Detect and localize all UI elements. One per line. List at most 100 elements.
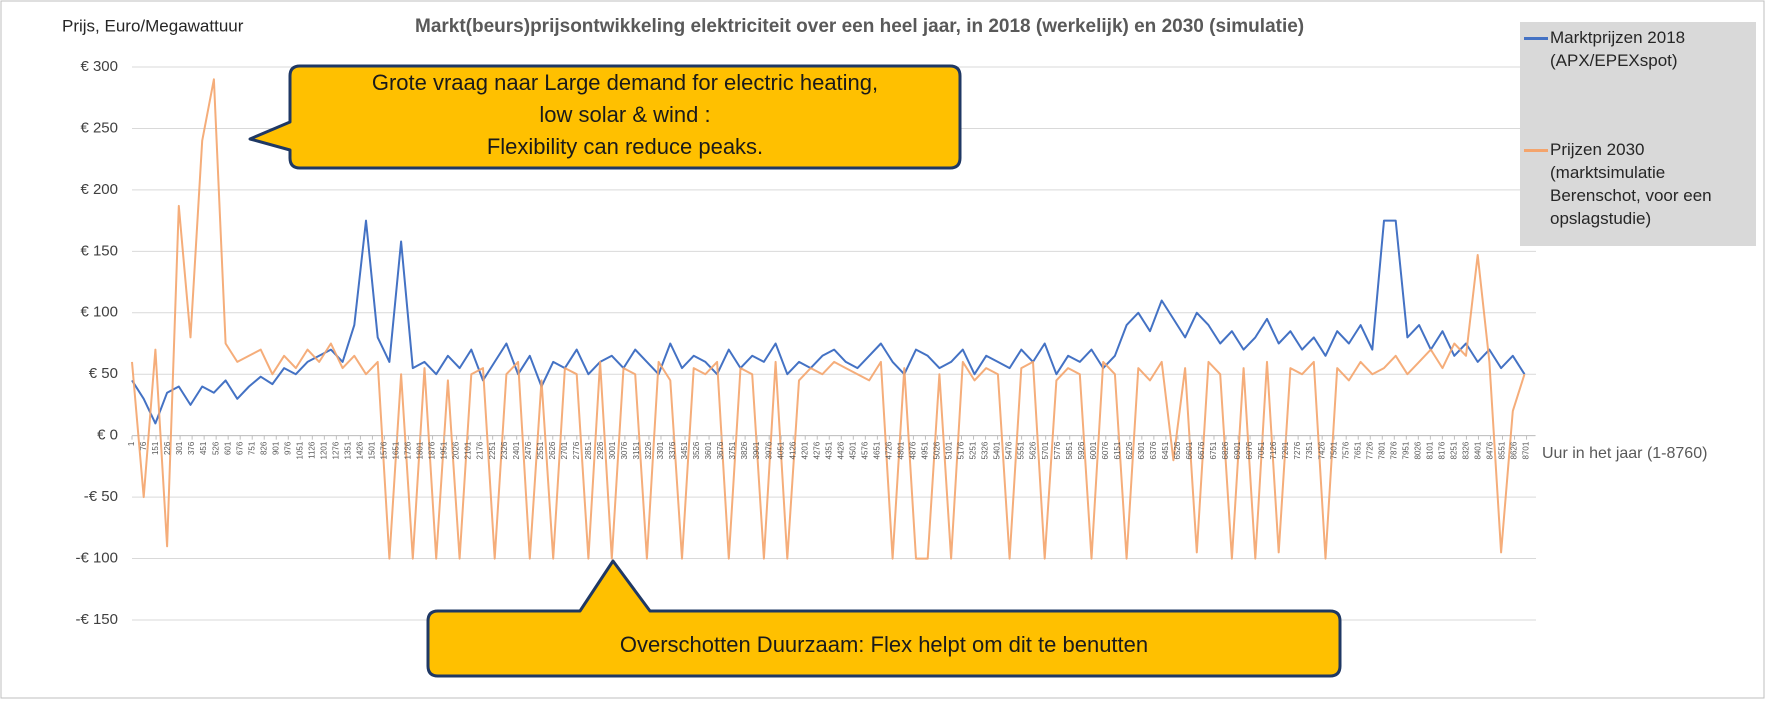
x-tick-label: 3976	[764, 441, 773, 459]
x-tick-label: 8176	[1437, 441, 1446, 459]
callout-text: Overschotten Duurzaam: Flex helpt om dit…	[620, 632, 1148, 657]
x-tick-label: 3151	[632, 441, 641, 459]
x-tick-label: 3826	[740, 441, 749, 459]
y-tick-label: € 100	[80, 304, 118, 321]
y-tick-label: -€ 150	[75, 611, 118, 628]
x-tick-label: 6151	[1113, 441, 1122, 459]
x-tick-label: 3601	[704, 441, 713, 459]
x-tick-label: 5476	[1005, 441, 1014, 459]
x-tick-label: 7201	[1281, 441, 1290, 459]
x-tick-label: 3376	[668, 441, 677, 459]
x-tick-label: 1501	[368, 441, 377, 459]
x-tick-label: 7126	[1269, 441, 1278, 459]
x-tick-label: 6976	[1245, 441, 1254, 459]
x-tick-label: 1726	[404, 441, 413, 459]
x-tick-label: 6601	[1185, 441, 1194, 459]
x-tick-label: 2926	[596, 441, 605, 459]
x-tick-label: 8626	[1510, 441, 1519, 459]
x-tick-label: 1876	[428, 441, 437, 459]
x-tick-label: 451	[199, 441, 208, 455]
x-tick-label: 7276	[1293, 441, 1302, 459]
y-tick-label: € 200	[80, 181, 118, 198]
x-tick-label: 8476	[1486, 441, 1495, 459]
x-tick-label: 4951	[921, 441, 930, 459]
callout-box	[426, 559, 1342, 678]
x-tick-label: 8401	[1474, 441, 1483, 459]
y-axis-label: Prijs, Euro/Megawattuur	[62, 16, 244, 35]
legend-swatch	[1524, 149, 1548, 152]
x-tick-label: 5701	[1041, 441, 1050, 459]
x-tick-label: 1801	[416, 441, 425, 459]
x-tick-label: 5401	[993, 441, 1002, 459]
x-tick-label: 4876	[909, 441, 918, 459]
x-tick-label: 901	[271, 441, 280, 455]
x-tick-label: 6076	[1101, 441, 1110, 459]
x-tick-label: 7501	[1329, 441, 1338, 459]
x-tick-label: 6001	[1089, 441, 1098, 459]
x-tick-label: 6826	[1221, 441, 1230, 459]
series-line	[131, 219, 1526, 425]
x-tick-label: 4276	[812, 441, 821, 459]
x-tick-label: 6451	[1161, 441, 1170, 459]
x-tick-label: 5026	[933, 441, 942, 459]
x-tick-label: 8101	[1425, 441, 1434, 459]
x-tick-label: 976	[283, 441, 292, 455]
legend-item: Prijzen 2030 (marktsimulatie Berenschot,…	[1524, 138, 1755, 230]
lines	[131, 78, 1526, 560]
x-tick-label: 5551	[1017, 441, 1026, 459]
x-axis-label: Uur in het jaar (1-8760)	[1542, 445, 1707, 462]
legend-label: Prijzen 2030 (marktsimulatie Berenschot,…	[1550, 140, 1712, 228]
x-tick-label: 1351	[344, 441, 353, 459]
x-tick-label: 5626	[1029, 441, 1038, 459]
x-tick-label: 2851	[584, 441, 593, 459]
x-tick-label: 8701	[1522, 441, 1531, 459]
x-tick-label: 826	[259, 441, 268, 455]
x-tick-label: 4726	[884, 441, 893, 459]
x-tick-label: 8326	[1462, 441, 1471, 459]
y-tick-label: € 0	[97, 427, 118, 444]
x-tick-label: 6751	[1209, 441, 1218, 459]
x-tick-label: 6301	[1137, 441, 1146, 459]
x-tick-label: 3301	[656, 441, 665, 459]
x-tick-label: 5251	[969, 441, 978, 459]
x-tick-label: 2776	[572, 441, 581, 459]
x-tick-label: 1651	[392, 441, 401, 459]
x-tick-label: 1	[127, 441, 136, 446]
x-tick-label: 1051	[295, 441, 304, 459]
x-tick-label: 6901	[1233, 441, 1242, 459]
x-tick-label: 7726	[1365, 441, 1374, 459]
x-tick-label: 3676	[716, 441, 725, 459]
x-tick-label: 7426	[1317, 441, 1326, 459]
x-tick-label: 2701	[560, 441, 569, 459]
legend-swatch	[1524, 37, 1548, 40]
x-tick-label: 7051	[1257, 441, 1266, 459]
x-tick-label: 4351	[824, 441, 833, 459]
x-tick-label: 226	[163, 441, 172, 455]
x-tick-label: 4051	[776, 441, 785, 459]
x-tick-label: 4426	[836, 441, 845, 459]
x-tick-label: 751	[247, 441, 256, 455]
x-tick-label: 8026	[1413, 441, 1422, 459]
x-tick-label: 301	[175, 441, 184, 455]
x-tick-label: 2101	[464, 441, 473, 459]
chart-title: Markt(beurs)prijsontwikkeling elektricit…	[415, 16, 1304, 37]
x-tick-label: 4801	[897, 441, 906, 459]
y-tick-label: -€ 50	[84, 488, 118, 505]
callout-box	[248, 64, 962, 170]
x-tick-label: 6226	[1125, 441, 1134, 459]
series-line	[131, 78, 1526, 560]
x-tick-label: 6376	[1149, 441, 1158, 459]
callout-text: Flexibility can reduce peaks.	[487, 134, 763, 159]
x-tick-label: 676	[235, 441, 244, 455]
legend: Marktprijzen 2018 (APX/EPEXspot) Prijzen…	[1520, 22, 1756, 246]
x-tick-label: 5101	[945, 441, 954, 459]
x-tick-label: 7876	[1389, 441, 1398, 459]
y-tick-label: € 300	[80, 58, 118, 75]
x-tick-label: 8551	[1498, 441, 1507, 459]
x-tick-label: 4201	[800, 441, 809, 459]
x-tick-label: 8251	[1450, 441, 1459, 459]
x-tick-label: 5926	[1077, 441, 1086, 459]
x-tick-label: 3526	[692, 441, 701, 459]
